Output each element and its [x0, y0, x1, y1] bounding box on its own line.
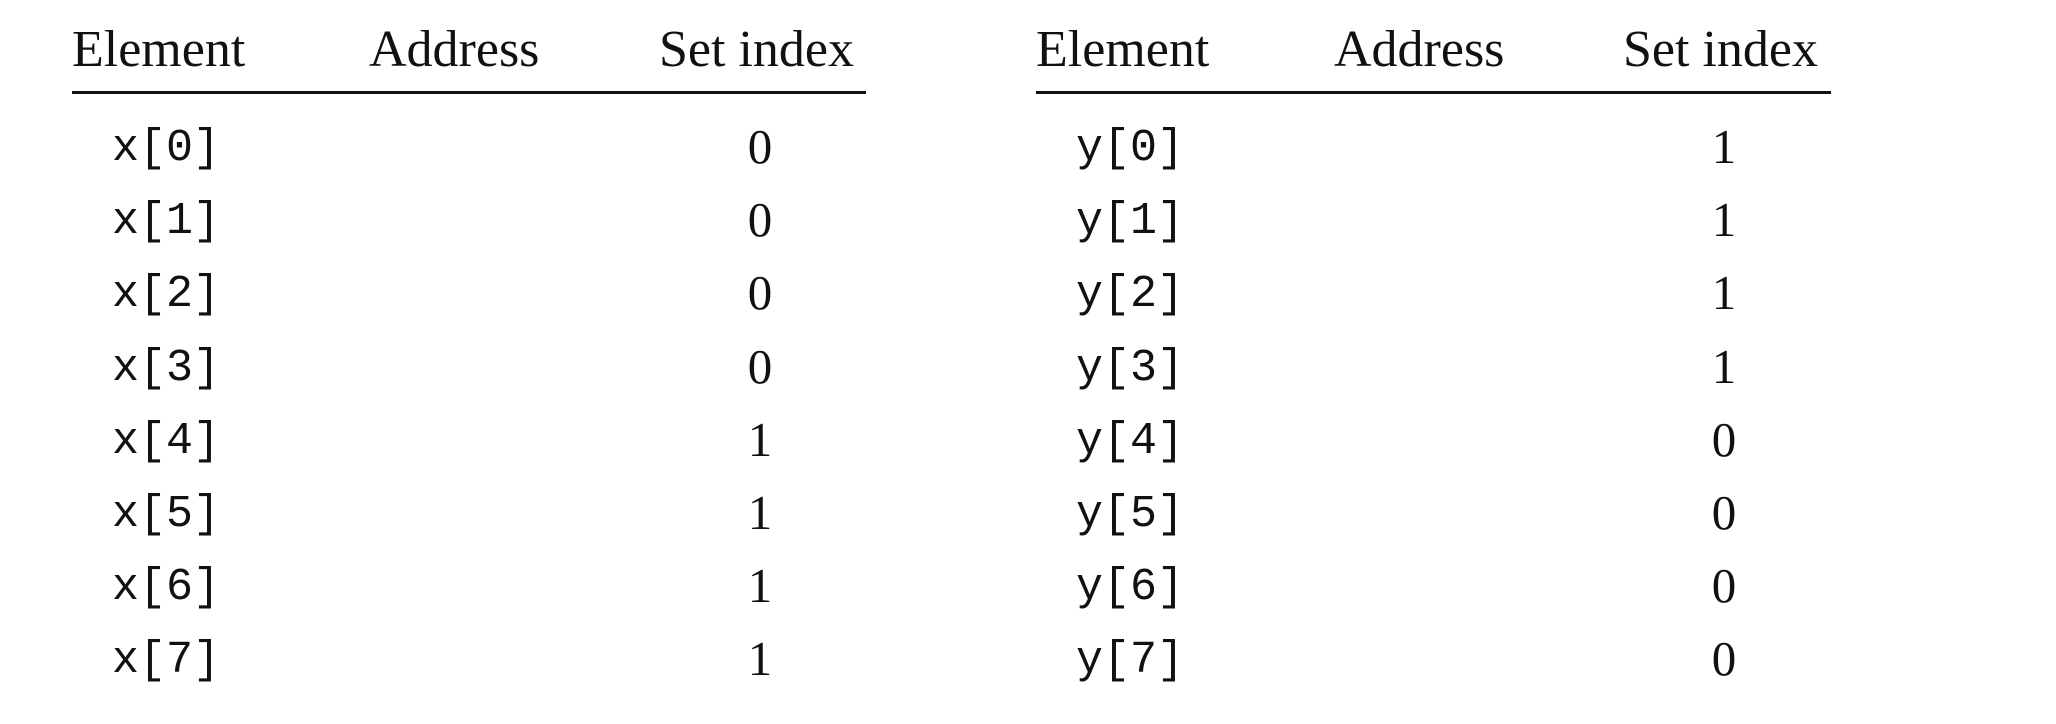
- set-index-cell: 0: [1711, 558, 1737, 613]
- element-cell: y[6]: [1076, 562, 1185, 613]
- header-element: Element: [72, 21, 246, 78]
- set-index-cell: 1: [747, 631, 773, 686]
- header-set-index: Set index: [659, 21, 854, 78]
- set-index-cell: 1: [1711, 265, 1737, 320]
- element-cell: y[5]: [1076, 489, 1185, 540]
- element-cell: y[4]: [1076, 416, 1185, 467]
- set-index-cell: 1: [747, 485, 773, 540]
- set-index-cell: 0: [1711, 485, 1737, 540]
- element-cell: x[2]: [112, 269, 221, 320]
- set-index-cell: 0: [747, 119, 773, 174]
- element-cell: x[6]: [112, 562, 221, 613]
- set-index-cell: 0: [1711, 631, 1737, 686]
- set-index-cell: 1: [747, 558, 773, 613]
- element-cell: x[1]: [112, 196, 221, 247]
- set-index-cell: 1: [1711, 119, 1737, 174]
- set-index-cell: 1: [1711, 192, 1737, 247]
- header-element: Element: [1036, 21, 1210, 78]
- header-address: Address: [369, 21, 540, 78]
- element-cell: y[1]: [1076, 196, 1185, 247]
- set-index-cell: 0: [747, 265, 773, 320]
- set-index-cell: 0: [747, 192, 773, 247]
- element-cell: y[0]: [1076, 123, 1185, 174]
- element-cell: x[0]: [112, 123, 221, 174]
- header-set-index: Set index: [1623, 21, 1818, 78]
- set-index-cell: 0: [747, 339, 773, 394]
- header-rule: [72, 91, 866, 94]
- element-cell: x[7]: [112, 635, 221, 686]
- element-cell: x[4]: [112, 416, 221, 467]
- element-cell: y[3]: [1076, 343, 1185, 394]
- set-index-cell: 0: [1711, 412, 1737, 467]
- set-index-cell: 1: [747, 412, 773, 467]
- element-cell: x[3]: [112, 343, 221, 394]
- element-cell: x[5]: [112, 489, 221, 540]
- element-cell: y[2]: [1076, 269, 1185, 320]
- element-cell: y[7]: [1076, 635, 1185, 686]
- header-rule: [1036, 91, 1831, 94]
- set-index-cell: 1: [1711, 339, 1737, 394]
- header-address: Address: [1334, 21, 1505, 78]
